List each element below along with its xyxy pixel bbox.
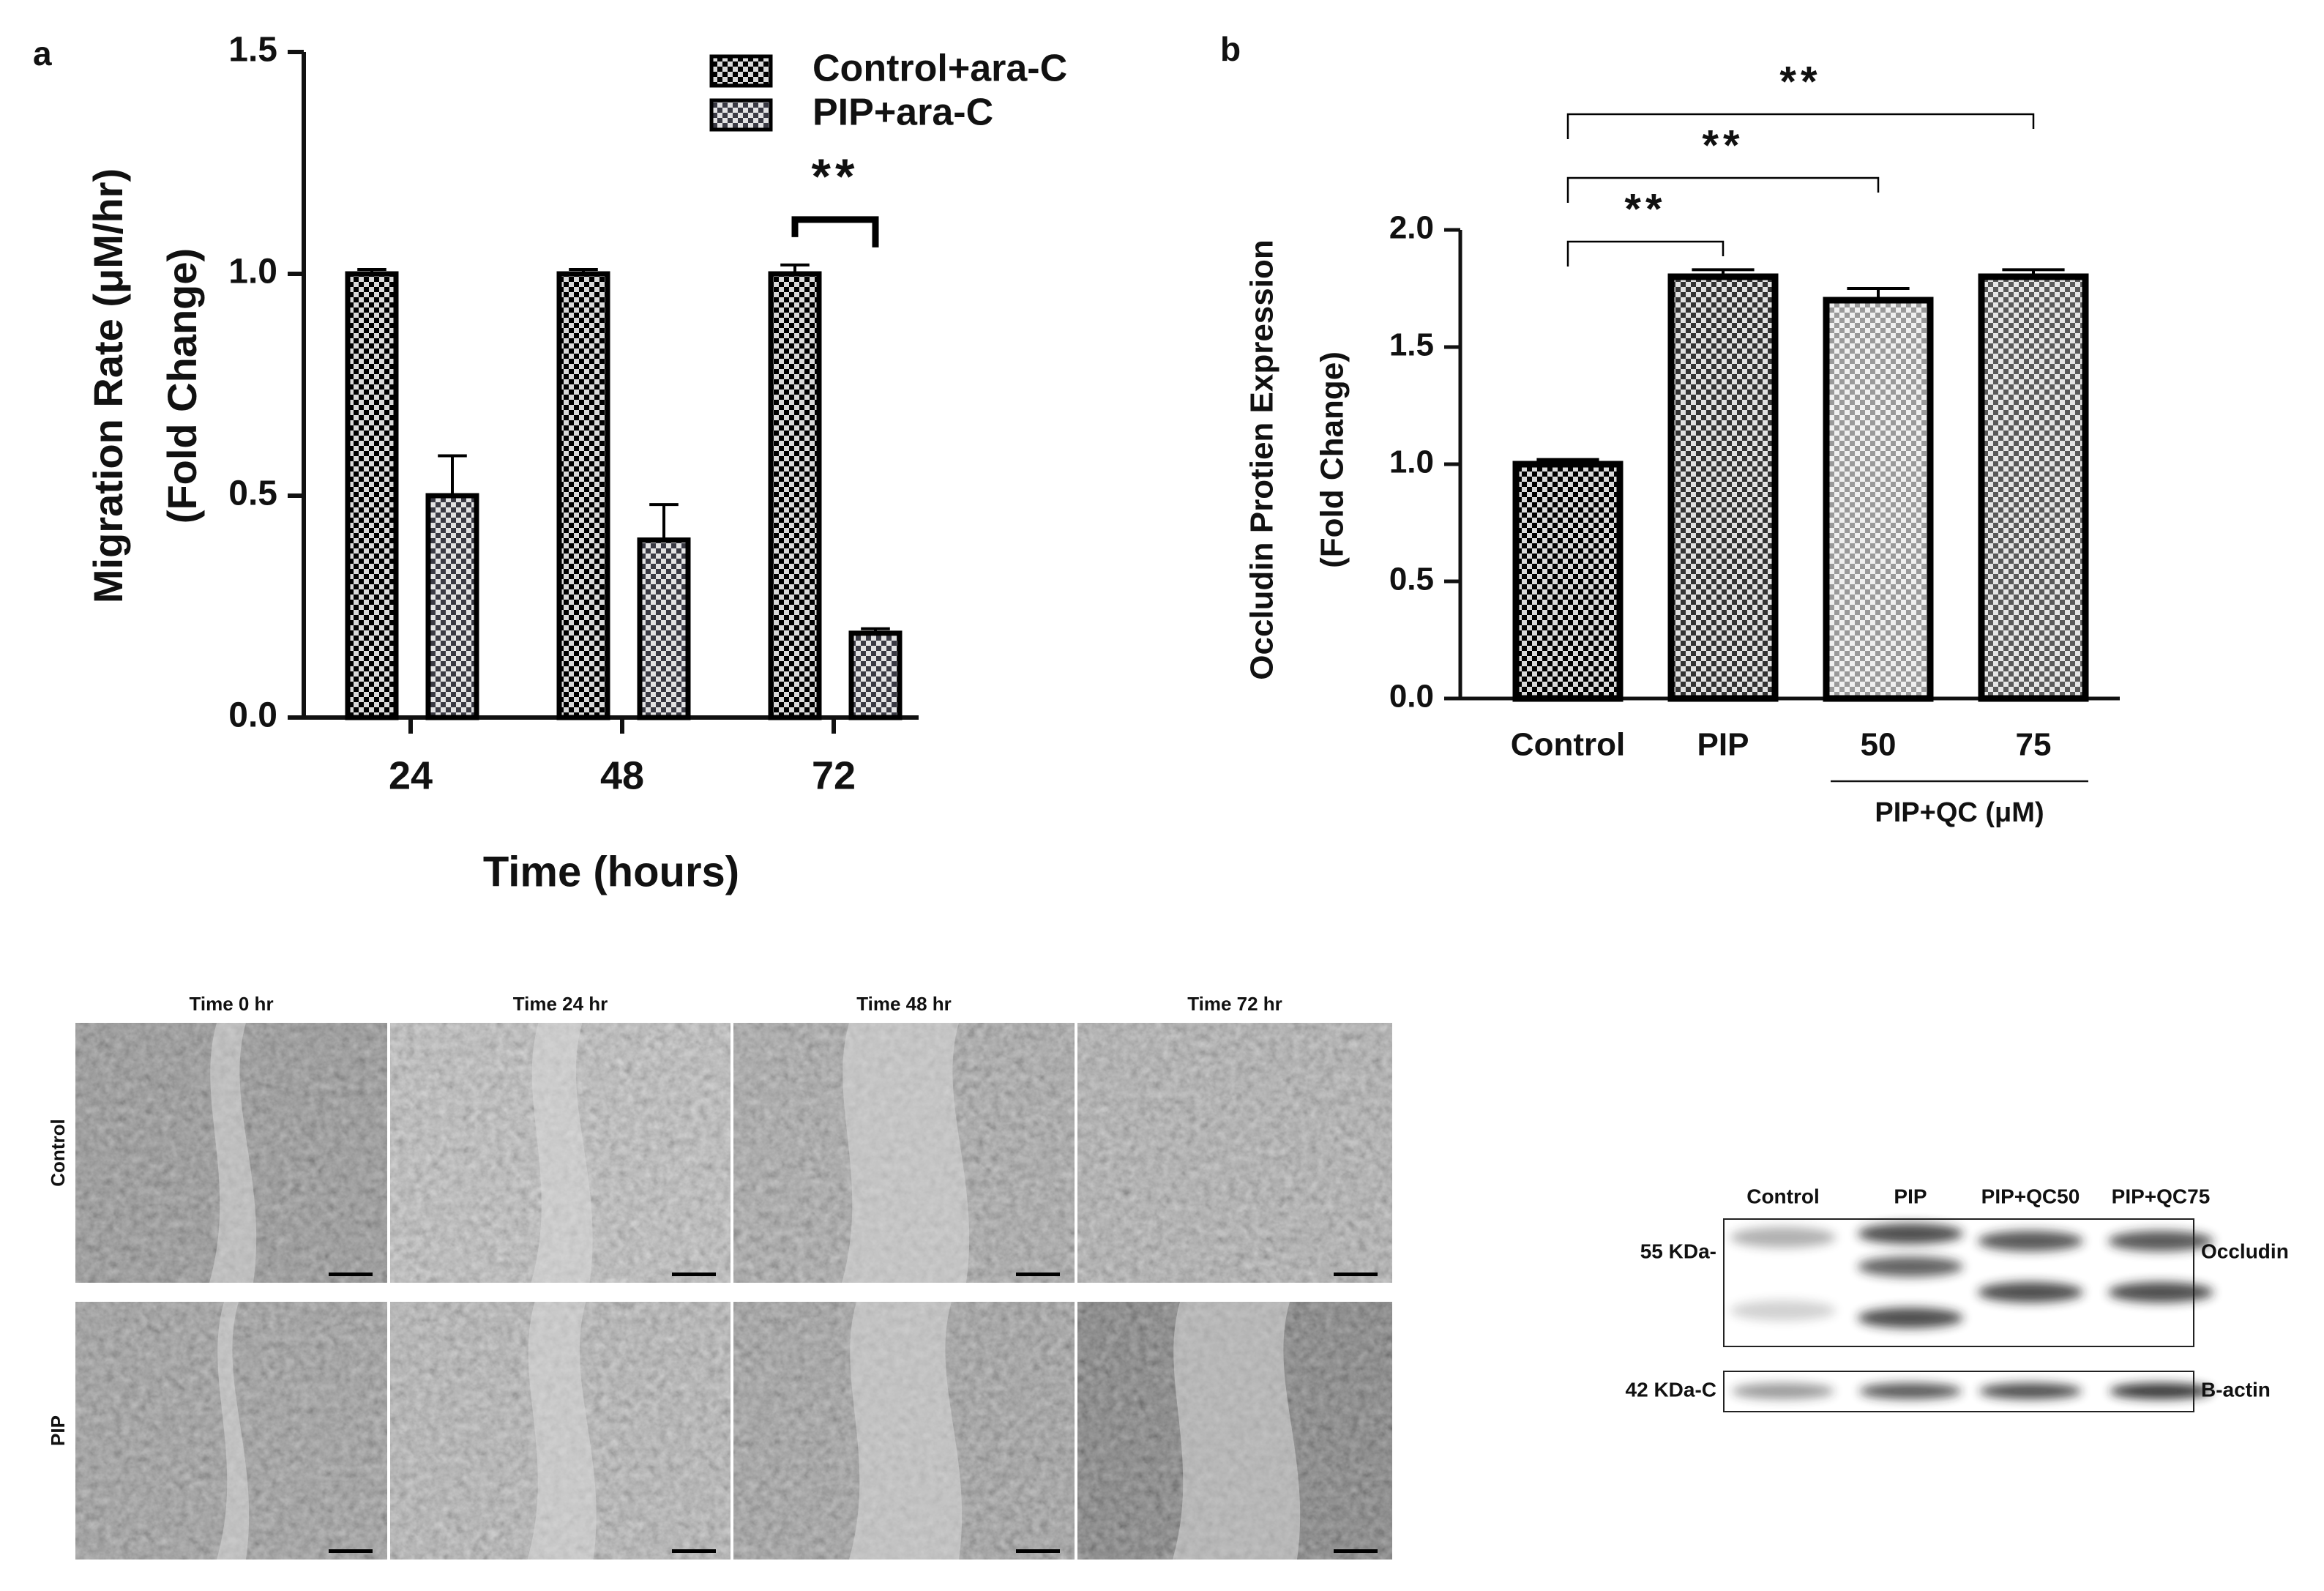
legend-swatch [709, 98, 773, 132]
blot-band [2108, 1231, 2213, 1251]
y-tick-label: 1.0 [1389, 444, 1434, 480]
scratch-gap [849, 1302, 963, 1560]
micrograph-row-label: Control [47, 1119, 69, 1186]
bar [556, 271, 610, 720]
y-axis-label: (Fold Change) [159, 248, 205, 523]
scale-bar [329, 1273, 373, 1276]
scale-bar [1016, 1549, 1060, 1553]
scale-bar [329, 1549, 373, 1553]
scratch-gap [217, 1302, 250, 1560]
significance-label: ** [1624, 185, 1666, 233]
x-tick-label: 75 [2016, 727, 2052, 763]
blot-lane-label: PIP+QC75 [2112, 1185, 2211, 1207]
y-axis-label: Migration Rate (μM/hr) [85, 168, 131, 603]
significance-bracket [1566, 240, 1725, 267]
micrograph-column-label: Time 72 hr [1187, 993, 1282, 1015]
panel-label: b [1220, 30, 1241, 68]
blot-protein-label: Occludin [2201, 1240, 2289, 1262]
bar [1823, 297, 1934, 702]
blot-band [2108, 1282, 2213, 1303]
micrograph-texture [1077, 1023, 1392, 1283]
blot-band [1978, 1231, 2083, 1251]
scale-bar [672, 1549, 716, 1553]
y-tick-label: 1.5 [228, 31, 277, 70]
y-tick-label: 0.0 [228, 696, 277, 735]
blot-marker-label: 55 KDa- [1640, 1240, 1716, 1262]
y-tick-label: 0.5 [228, 474, 277, 513]
legend-swatch [709, 54, 773, 88]
x-tick-label: 24 [389, 753, 433, 797]
significance-bracket [1566, 113, 2035, 139]
blot-band [1858, 1223, 1963, 1244]
scale-bar [672, 1273, 716, 1276]
x-tick-label: 72 [812, 753, 856, 797]
panel-label: a [33, 34, 52, 72]
blot-band [1978, 1282, 2083, 1303]
scale-bar [1016, 1273, 1060, 1276]
bar [848, 630, 903, 720]
significance-bracket [791, 216, 879, 247]
blot-band [1730, 1227, 1836, 1248]
bar [1978, 273, 2089, 702]
y-tick-label: 1.5 [1389, 327, 1434, 363]
y-tick-label: 0.0 [1389, 679, 1434, 715]
micrograph-column-label: Time 0 hr [189, 993, 273, 1015]
bar [1512, 461, 1624, 702]
micrograph-column-label: Time 24 hr [513, 993, 608, 1015]
blot-lane-label: PIP [1894, 1185, 1927, 1207]
group-label: PIP+QC (μM) [1875, 797, 2044, 828]
scratch-gap [531, 1023, 593, 1283]
blot-band [1732, 1383, 1834, 1399]
y-tick-label: 2.0 [1389, 210, 1434, 246]
scratch-gap [842, 1023, 970, 1283]
x-tick-label: PIP [1697, 727, 1749, 763]
blot-marker-label: 42 KDa-C [1626, 1378, 1716, 1401]
x-tick-label: 50 [1861, 727, 1897, 763]
significance-bracket [1566, 176, 1880, 203]
blot-band [2110, 1383, 2212, 1399]
significance-label: ** [1702, 122, 1744, 169]
blot-band [1979, 1383, 2082, 1399]
blot-band [1859, 1383, 1962, 1399]
scale-bar [1334, 1273, 1378, 1276]
blot-lane-label: Control [1746, 1185, 1820, 1207]
blot-band [1858, 1256, 1963, 1277]
bar [425, 493, 479, 720]
y-axis-label: (Fold Change) [1315, 351, 1350, 568]
scratch-gap [1173, 1302, 1301, 1560]
bar [345, 271, 399, 720]
legend-label: PIP+ara-C [812, 92, 993, 134]
y-tick-label: 1.0 [228, 253, 277, 291]
blot-protein-label: B-actin [2201, 1378, 2271, 1401]
scratch-gap [527, 1302, 597, 1560]
blot-band [1730, 1300, 1836, 1321]
x-tick-label: 48 [600, 753, 644, 797]
legend-label: Control+ara-C [812, 48, 1067, 90]
significance-label: ** [1779, 58, 1821, 105]
blot-band [1858, 1308, 1963, 1328]
y-axis-label: Occludin Protien Expression [1244, 239, 1280, 679]
x-axis-label: Time (hours) [483, 848, 739, 895]
micrograph-column-label: Time 48 hr [856, 993, 952, 1015]
bar [1667, 273, 1779, 702]
bar [637, 537, 691, 720]
scratch-gap [209, 1023, 257, 1283]
y-tick-label: 0.5 [1389, 562, 1434, 597]
significance-label: ** [812, 149, 859, 204]
scale-bar [1334, 1549, 1378, 1553]
micrograph-row-label: PIP [47, 1415, 69, 1446]
bar [768, 271, 822, 720]
blot-lane-label: PIP+QC50 [1981, 1185, 2080, 1207]
x-tick-label: Control [1511, 727, 1625, 763]
